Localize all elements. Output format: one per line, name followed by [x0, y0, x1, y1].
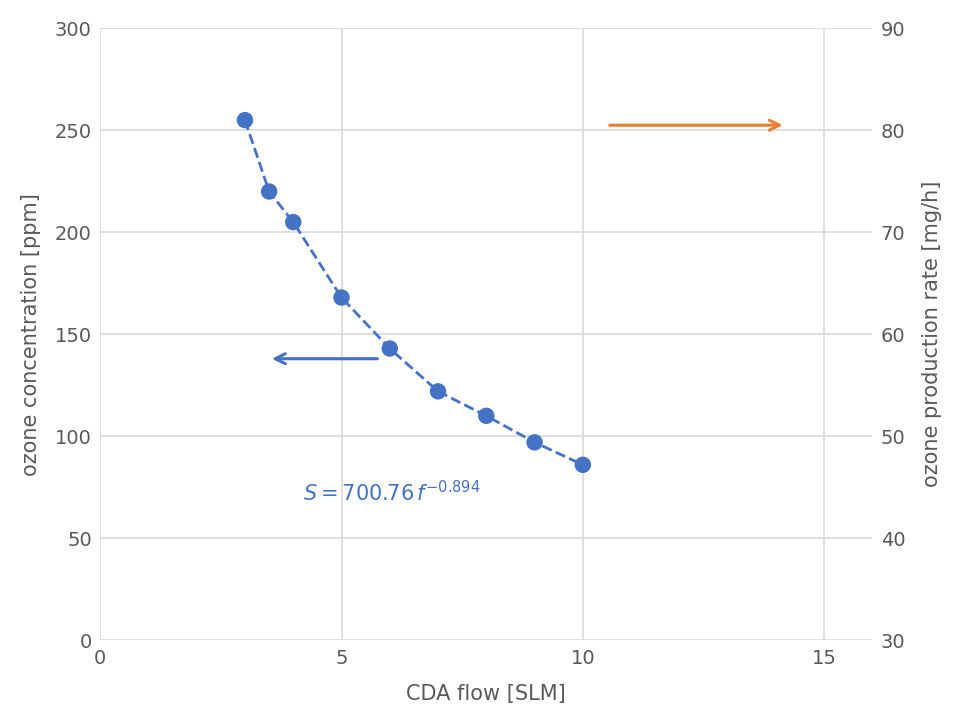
Point [382, 343, 398, 355]
X-axis label: CDA flow [SLM]: CDA flow [SLM] [406, 684, 566, 704]
Point [237, 115, 252, 126]
Point [479, 410, 494, 422]
Y-axis label: ozone production rate [mg/h]: ozone production rate [mg/h] [923, 181, 942, 487]
Point [334, 291, 350, 303]
Text: $S = 700.76\,f^{-0.894}$: $S = 700.76\,f^{-0.894}$ [303, 480, 481, 505]
Y-axis label: ozone concentration [ppm]: ozone concentration [ppm] [21, 193, 40, 476]
Point [261, 186, 276, 197]
Point [286, 216, 301, 228]
Point [430, 386, 446, 397]
Point [575, 459, 590, 471]
Point [527, 436, 542, 448]
